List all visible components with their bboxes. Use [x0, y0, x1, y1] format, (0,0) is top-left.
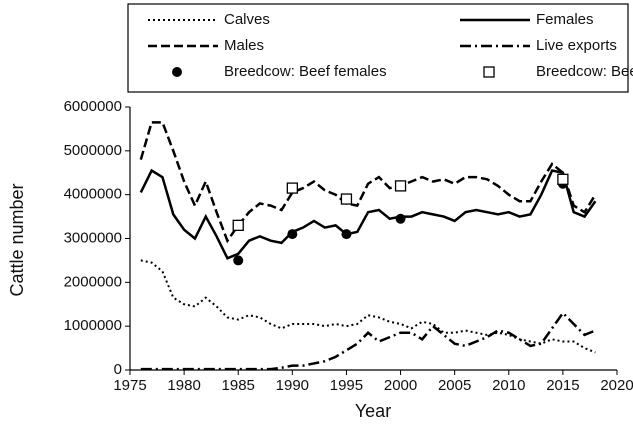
legend-label: Calves: [224, 11, 270, 28]
data-point: [286, 182, 298, 194]
legend-label: Live exports: [536, 37, 617, 54]
data-point: [232, 219, 244, 232]
legend-label: Females: [536, 11, 594, 28]
series-line: [139, 168, 597, 260]
x-tick-label: 2000: [384, 377, 417, 394]
legend-label: Males: [224, 37, 264, 54]
legend-swatch: [483, 66, 495, 78]
legend-label: Breedcow: Beef females: [224, 63, 387, 80]
y-tick-label: 4000000: [64, 186, 122, 203]
x-tick-label: 2010: [492, 377, 525, 394]
data-point: [233, 255, 244, 266]
data-point: [557, 173, 569, 185]
x-tick-label: 1975: [113, 377, 146, 394]
series-line: [140, 259, 596, 354]
x-tick-label: 1990: [276, 377, 309, 394]
legend-swatch: [172, 67, 182, 77]
y-tick-label: 1000000: [64, 317, 122, 334]
y-tick-label: 2000000: [64, 273, 122, 290]
data-point: [340, 193, 353, 205]
y-tick-label: 3000000: [64, 229, 122, 246]
x-tick-label: 2015: [546, 377, 579, 394]
x-tick-label: 1995: [330, 377, 363, 394]
y-tick-label: 5000000: [64, 142, 122, 159]
data-point: [395, 213, 406, 224]
x-tick-label: 2005: [438, 377, 471, 394]
x-tick-label: 1985: [222, 377, 255, 394]
data-point: [394, 180, 407, 192]
series-line: [139, 121, 597, 244]
y-axis-label: Cattle number: [7, 183, 27, 296]
y-tick-label: 0: [114, 361, 122, 378]
x-tick-label: 1980: [167, 377, 200, 394]
x-axis-label: Year: [355, 401, 391, 421]
legend-label: Breedcow: Beef males: [536, 63, 633, 80]
y-tick-label: 6000000: [64, 98, 122, 115]
data-point: [287, 229, 298, 240]
data-point: [341, 229, 352, 240]
x-tick-label: 2020: [600, 377, 633, 394]
legend-box: [127, 3, 629, 93]
series-line: [140, 311, 596, 371]
